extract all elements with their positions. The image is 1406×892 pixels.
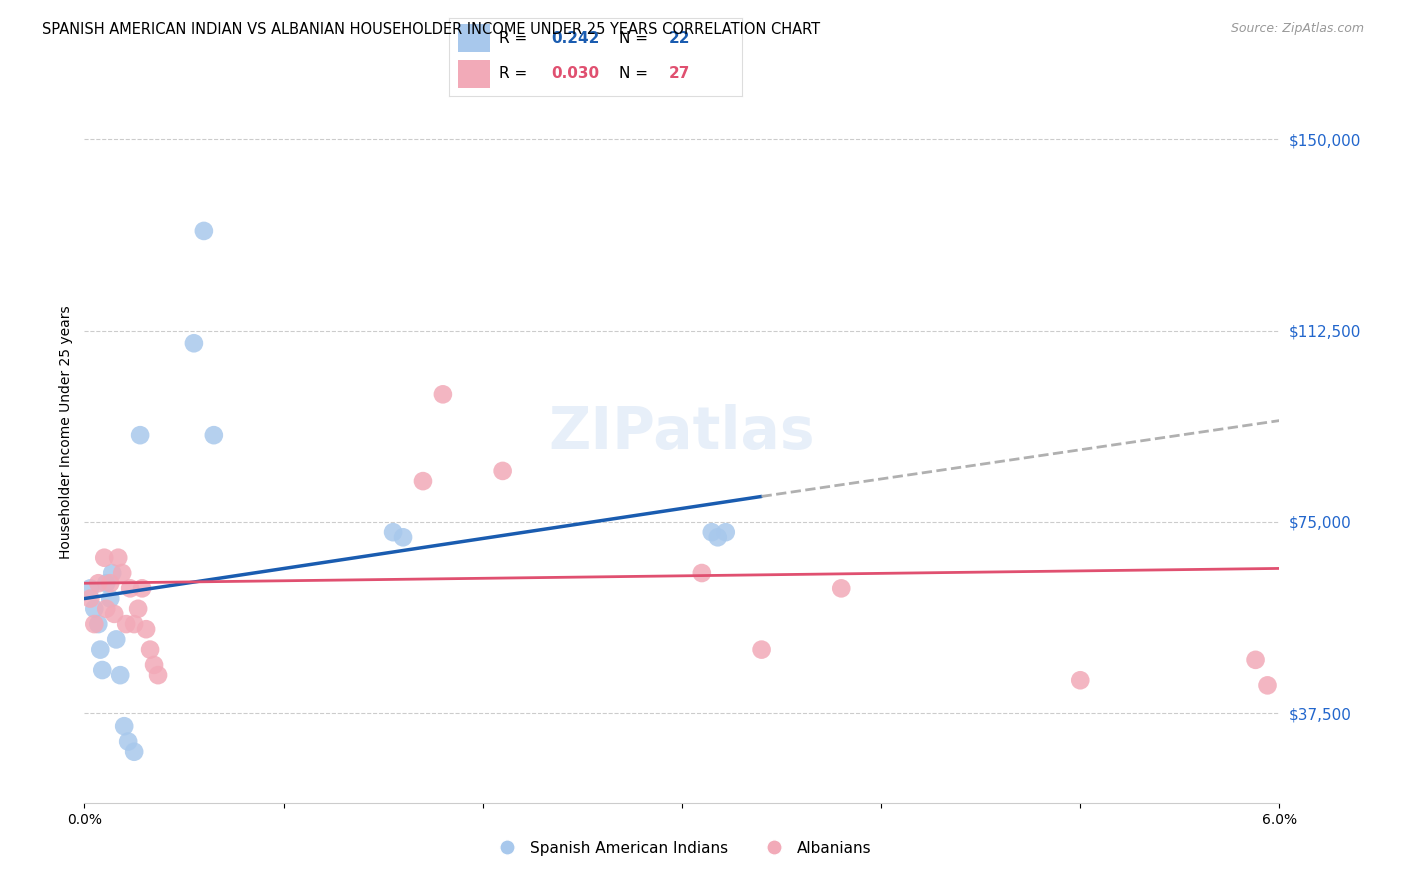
Point bbox=[87, 617, 110, 632]
Point bbox=[131, 582, 153, 596]
Point bbox=[492, 464, 515, 478]
Point bbox=[111, 566, 134, 580]
Point bbox=[1257, 678, 1279, 692]
Point bbox=[146, 668, 169, 682]
Point bbox=[101, 566, 124, 580]
Point bbox=[122, 617, 145, 632]
Point bbox=[202, 428, 225, 442]
Point bbox=[107, 550, 129, 565]
Point bbox=[143, 657, 166, 672]
Point bbox=[432, 387, 454, 401]
Point bbox=[392, 530, 415, 544]
Point bbox=[83, 601, 105, 615]
Point bbox=[751, 642, 773, 657]
Text: Source: ZipAtlas.com: Source: ZipAtlas.com bbox=[1230, 22, 1364, 36]
Point bbox=[93, 550, 115, 565]
Point bbox=[87, 576, 110, 591]
Point bbox=[193, 224, 215, 238]
Point bbox=[707, 530, 730, 544]
Point bbox=[105, 632, 128, 647]
Point bbox=[139, 642, 162, 657]
Point bbox=[714, 525, 737, 540]
Point bbox=[98, 576, 121, 591]
Point bbox=[135, 622, 157, 636]
Point bbox=[110, 668, 132, 682]
Point bbox=[83, 617, 105, 632]
Legend: Spanish American Indians, Albanians: Spanish American Indians, Albanians bbox=[486, 835, 877, 862]
Point bbox=[120, 582, 142, 596]
Text: SPANISH AMERICAN INDIAN VS ALBANIAN HOUSEHOLDER INCOME UNDER 25 YEARS CORRELATIO: SPANISH AMERICAN INDIAN VS ALBANIAN HOUS… bbox=[42, 22, 820, 37]
Point bbox=[127, 601, 149, 615]
Point bbox=[98, 591, 121, 606]
Point bbox=[103, 607, 125, 621]
Point bbox=[89, 642, 111, 657]
Point bbox=[96, 601, 118, 615]
Point bbox=[79, 591, 101, 606]
Point bbox=[117, 734, 139, 748]
Point bbox=[183, 336, 205, 351]
Point bbox=[830, 582, 852, 596]
Point bbox=[690, 566, 713, 580]
Point bbox=[79, 582, 101, 596]
Point bbox=[91, 663, 114, 677]
Point bbox=[96, 576, 118, 591]
Point bbox=[122, 745, 145, 759]
Point bbox=[412, 474, 434, 488]
Point bbox=[700, 525, 723, 540]
Point bbox=[1069, 673, 1091, 688]
Text: ZIPatlas: ZIPatlas bbox=[548, 404, 815, 461]
Y-axis label: Householder Income Under 25 years: Householder Income Under 25 years bbox=[59, 306, 73, 559]
Point bbox=[1244, 653, 1267, 667]
Point bbox=[115, 617, 138, 632]
Point bbox=[112, 719, 135, 733]
Point bbox=[129, 428, 152, 442]
Point bbox=[382, 525, 405, 540]
